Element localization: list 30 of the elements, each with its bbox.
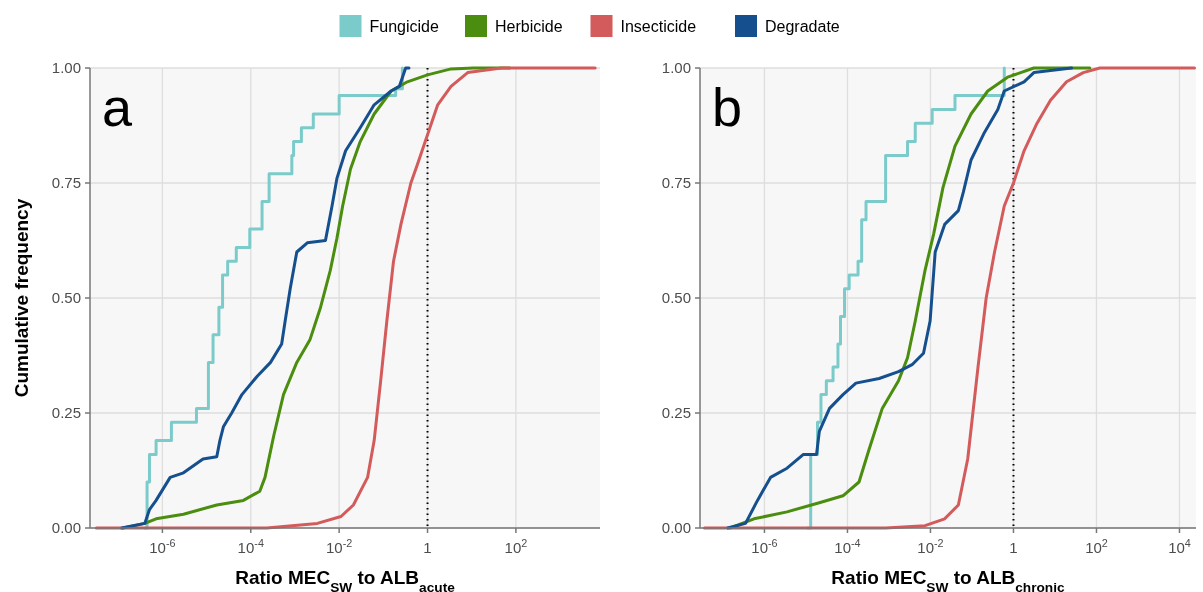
x-tick-label: 1 <box>1009 539 1018 556</box>
annotation: b <box>712 77 743 137</box>
x-tick-label: 1 <box>423 539 432 556</box>
y-tick-label: 0.00 <box>51 519 81 536</box>
x-tick-label: 10$^{2}$ <box>1085 537 1108 556</box>
x-tick-label: 10$^{-6}$ <box>149 537 176 556</box>
y-tick-label: 0.00 <box>661 519 691 536</box>
x-tick-label: 10$^{2}$ <box>504 537 528 556</box>
legend-label: Herbicide <box>495 18 563 35</box>
x-axis-title: Ratio MEC$_{SW}$ to ALB$_{acute}$ <box>235 567 456 592</box>
legend-label: Fungicide <box>369 18 439 35</box>
annotation: a <box>102 77 133 137</box>
y-tick-label: 0.25 <box>51 404 81 421</box>
x-tick-label: 10$^{-4}$ <box>834 537 861 556</box>
y-tick-label: 0.25 <box>661 404 691 421</box>
x-axis-title: Ratio MEC$_{SW}$ to ALB$_{chronic}$ <box>831 567 1066 592</box>
y-tick-label: 1.00 <box>51 59 81 76</box>
y-tick-label: 1.00 <box>661 59 691 76</box>
y-tick-label: 0.75 <box>661 174 691 191</box>
x-tick-label: 10$^{-2}$ <box>326 537 353 556</box>
x-tick-label: 10$^{-2}$ <box>917 537 944 556</box>
y-tick-label: 0.75 <box>51 174 81 191</box>
x-tick-label: 10$^{-4}$ <box>237 537 264 556</box>
x-tick-label: 10$^{4}$ <box>1168 537 1191 556</box>
y-axis-title: Cumulative frequency <box>11 198 32 398</box>
legend-label: Degradate <box>765 18 840 35</box>
x-tick-label: 10$^{-6}$ <box>751 537 778 556</box>
y-tick-label: 0.50 <box>51 289 81 306</box>
y-tick-label: 0.50 <box>661 289 691 306</box>
legend-label: Insecticide <box>620 18 697 35</box>
